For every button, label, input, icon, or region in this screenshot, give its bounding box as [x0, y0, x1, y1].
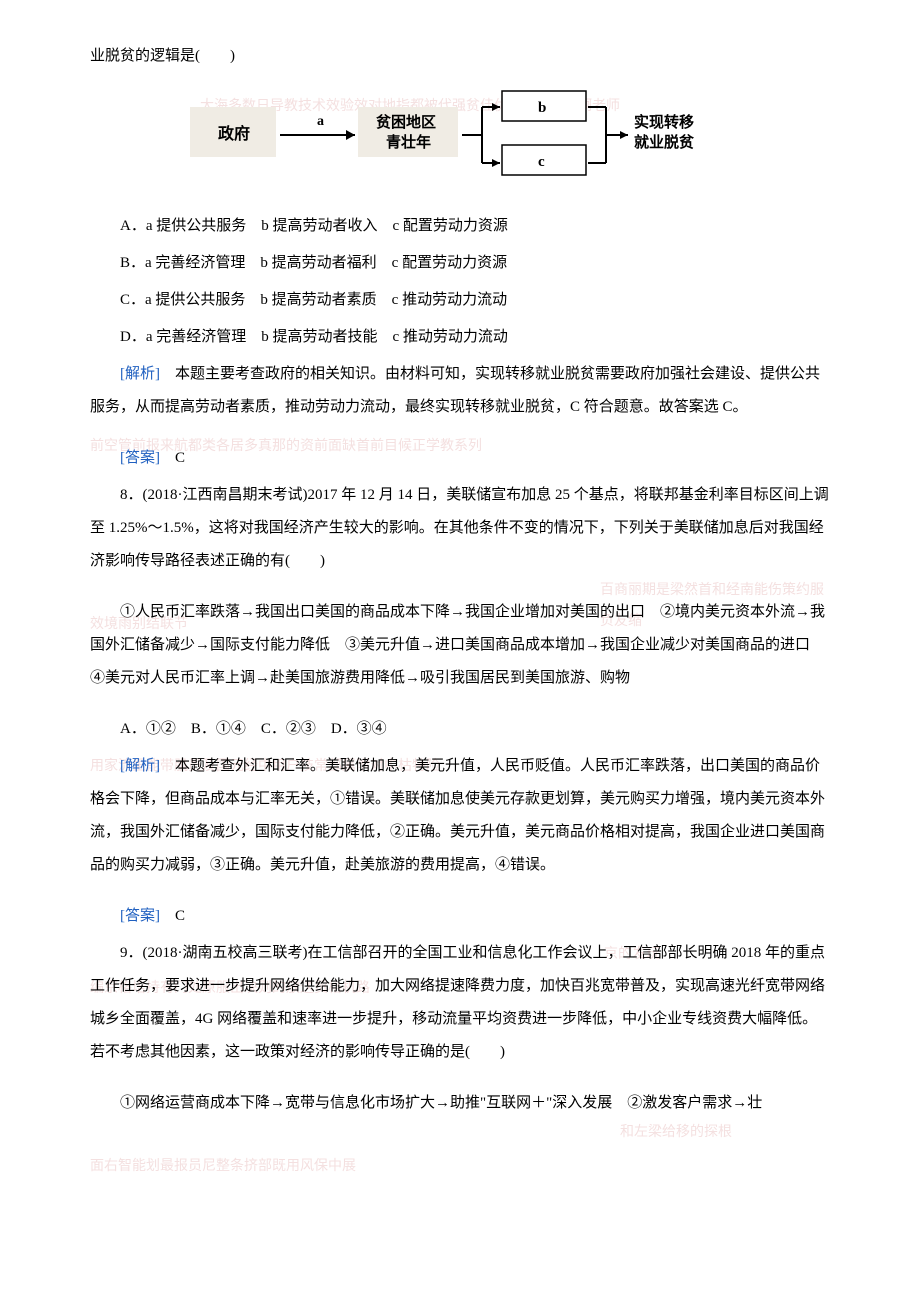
q7-intro-tail: 业脱贫的逻辑是( )	[90, 40, 830, 73]
q7-diagram: 政府 a 贫困地区 青壮年 b c 实现转移 就业脱贫	[90, 85, 830, 198]
q8-statements: ①人民币汇率跌落→我国出口美国的商品成本下降→我国企业增加对美国的出口 ②境内美…	[90, 596, 830, 695]
diagram-out-l1: 实现转移	[634, 113, 694, 131]
diagram-box-b-label: b	[538, 100, 546, 116]
answer-label: [答案]	[120, 908, 160, 924]
q9-statements-partial: ①网络运营商成本下降→宽带与信息化市场扩大→助推"互联网＋"深入发展 ②激发客户…	[90, 1087, 830, 1120]
q8-answer: [答案] C	[90, 900, 830, 933]
q8-analysis: [解析] 本题考查外汇和汇率。美联储加息，美元升值，人民币贬值。人民币汇率跌落，…	[90, 750, 830, 882]
q7-analysis: [解析] 本题主要考查政府的相关知识。由材料可知，实现转移就业脱贫需要政府加强社…	[90, 358, 830, 424]
q7-analysis-text: 本题主要考查政府的相关知识。由材料可知，实现转移就业脱贫需要政府加强社会建设、提…	[90, 366, 820, 415]
diagram-box-c-label: c	[538, 154, 545, 170]
diagram-arrow-a-label: a	[317, 114, 324, 129]
analysis-label: [解析]	[120, 758, 160, 774]
q9-stem: 9．(2018·湖南五校高三联考)在工信部召开的全国工业和信息化工作会议上，工信…	[90, 937, 830, 1069]
diagram-gov-text: 政府	[218, 124, 250, 143]
q8-analysis-text: 本题考查外汇和汇率。美联储加息，美元升值，人民币贬值。人民币汇率跌落，出口美国的…	[90, 758, 825, 873]
diagram-mid-l1: 贫困地区	[376, 113, 436, 131]
q7-option-a: A．a 提供公共服务 b 提高劳动者收入 c 配置劳动力资源	[90, 210, 830, 243]
q7-option-c: C．a 提供公共服务 b 提高劳动者素质 c 推动劳动力流动	[90, 284, 830, 317]
watermark: 和左梁给移的探根	[620, 1118, 732, 1149]
watermark: 面右智能划最报员尼整条挤部既用风保中展	[90, 1152, 356, 1183]
q8-stem: 8．(2018·江西南昌期末考试)2017 年 12 月 14 日，美联储宣布加…	[90, 479, 830, 578]
diagram-arrow-a-head	[346, 130, 355, 140]
diagram-out-l2: 就业脱贫	[634, 133, 695, 151]
analysis-label: [解析]	[120, 366, 160, 382]
q7-option-b: B．a 完善经济管理 b 提高劳动者福利 c 配置劳动力资源	[90, 247, 830, 280]
answer-label: [答案]	[120, 450, 160, 466]
q8-options: A．①② B．①④ C．②③ D．③④	[90, 713, 830, 746]
q7-answer-text: C	[160, 450, 185, 466]
q7-answer: [答案] C	[90, 442, 830, 475]
q7-option-d: D．a 完善经济管理 b 提高劳动者技能 c 推动劳动力流动	[90, 321, 830, 354]
q8-answer-text: C	[160, 908, 185, 924]
diagram-mid-l2: 青壮年	[386, 133, 431, 151]
